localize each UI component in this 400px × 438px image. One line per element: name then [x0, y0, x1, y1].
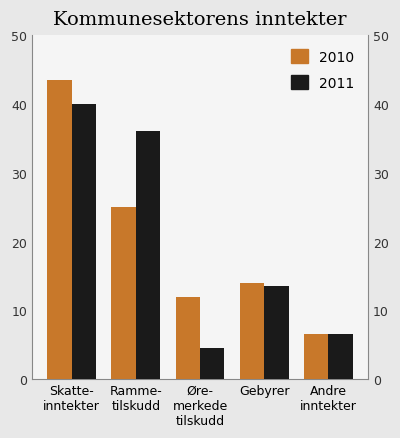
Bar — [176, 297, 200, 379]
Bar — [72, 105, 96, 379]
Legend: 2010, 2011: 2010, 2011 — [284, 43, 361, 98]
Title: Kommunesektorens inntekter: Kommunesektorens inntekter — [53, 11, 347, 29]
Bar — [112, 208, 136, 379]
Bar — [240, 283, 264, 379]
Bar — [304, 335, 328, 379]
Bar — [328, 335, 353, 379]
Bar — [200, 348, 224, 379]
Bar — [136, 132, 160, 379]
Bar — [47, 81, 72, 379]
Bar — [264, 286, 288, 379]
